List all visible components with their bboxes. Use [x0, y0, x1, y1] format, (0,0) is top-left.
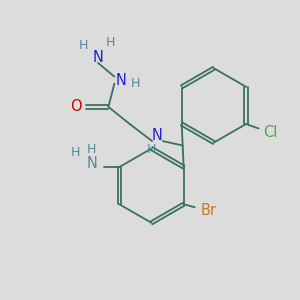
- Text: H: H: [78, 40, 88, 52]
- Text: N: N: [92, 50, 104, 65]
- Text: O: O: [70, 99, 82, 114]
- Text: N: N: [116, 73, 126, 88]
- Text: Br: Br: [201, 203, 217, 218]
- Text: H: H: [71, 146, 80, 159]
- Text: N: N: [86, 156, 97, 171]
- Text: H: H: [87, 143, 96, 156]
- Text: N: N: [152, 128, 163, 143]
- Text: H: H: [130, 76, 140, 90]
- Text: Cl: Cl: [263, 125, 278, 140]
- Text: H: H: [106, 37, 115, 50]
- Text: H: H: [147, 143, 156, 156]
